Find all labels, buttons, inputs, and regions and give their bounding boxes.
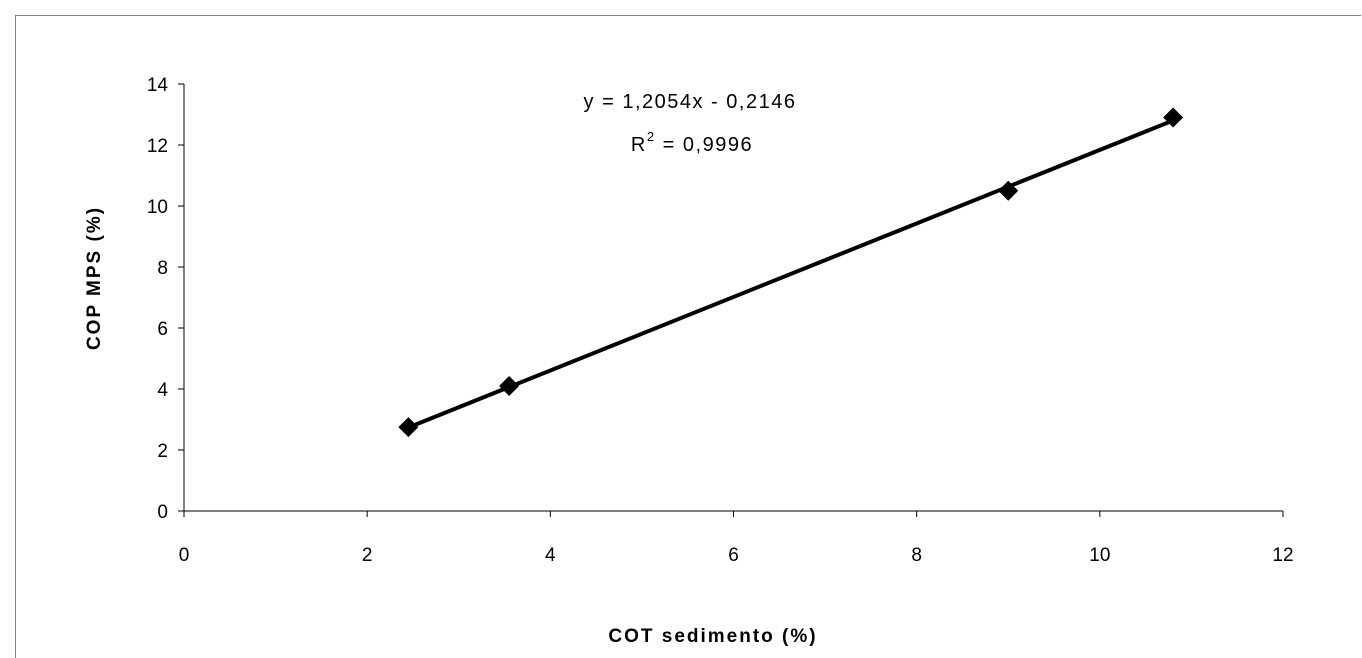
- x-tick-label: 10: [1089, 545, 1110, 566]
- y-tick-label: 10: [147, 197, 168, 218]
- x-tick-label: 8: [911, 545, 922, 566]
- chart-frame: [15, 15, 1361, 658]
- y-tick-label: 4: [157, 380, 168, 401]
- trendline-group: [406, 118, 1176, 430]
- chart-axes: 0 2 4 6 8 10 12 14 0 2 4 6 8 10 12: [147, 75, 1294, 566]
- y-tick-label: 2: [157, 441, 168, 462]
- data-point: [398, 417, 419, 438]
- y-tick-label: 6: [157, 319, 168, 340]
- trendline: [406, 118, 1176, 430]
- data-points: [398, 107, 1184, 438]
- x-axis-title: COT sedimento (%): [608, 626, 817, 647]
- x-tick-label: 2: [362, 545, 373, 566]
- r-squared-label: R2 = 0,9996: [631, 129, 753, 156]
- y-axis-title: COP MPS (%): [84, 206, 105, 350]
- x-tick-label: 0: [179, 545, 190, 566]
- y-tick-label: 12: [147, 136, 168, 157]
- y-tick-label: 14: [147, 75, 169, 96]
- data-point: [1163, 107, 1184, 128]
- x-tick-label: 4: [545, 545, 556, 566]
- data-point: [998, 180, 1019, 201]
- y-tick-label: 0: [157, 502, 168, 523]
- x-tick-label: 12: [1272, 545, 1293, 566]
- y-tick-label: 8: [157, 258, 168, 279]
- x-tick-label: 6: [728, 545, 739, 566]
- trendline-equation: y = 1,2054x - 0,2146: [584, 91, 797, 113]
- data-point: [499, 375, 520, 396]
